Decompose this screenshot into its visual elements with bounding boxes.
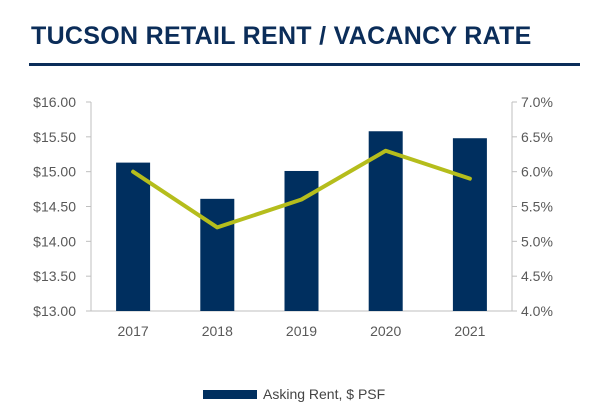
right-tick-label: 5.5%: [521, 199, 553, 215]
right-tick-label: 5.0%: [521, 233, 553, 249]
bar: [116, 162, 151, 311]
x-tick-label: 2020: [370, 323, 401, 339]
bar-series: [116, 131, 487, 311]
x-tick-label: 2021: [454, 323, 485, 339]
line-series: [131, 148, 472, 230]
chart-title: TUCSON RETAIL RENT / VACANCY RATE: [31, 22, 532, 50]
title-underline: [29, 63, 580, 66]
left-tick-label: $15.50: [33, 129, 76, 145]
x-tick-label: 2017: [118, 323, 149, 339]
legend: Asking Rent, $ PSF: [203, 384, 385, 404]
legend-label: Asking Rent, $ PSF: [263, 386, 386, 402]
right-axis-ticks: 4.0% 4.5% 5.0% 5.5% 6.0% 6.5% 7.0%: [512, 94, 553, 319]
left-tick-label: $14.00: [33, 233, 76, 249]
left-axis-ticks: $13.00 $13.50 $14.00 $14.50 $15.00 $15.50 $16.…: [33, 94, 91, 319]
left-tick-label: $15.00: [33, 164, 76, 180]
right-tick-label: 6.5%: [521, 129, 553, 145]
left-tick-label: $13.00: [33, 303, 76, 319]
x-tick-label: 2018: [202, 323, 233, 339]
left-tick-label: $13.50: [33, 268, 76, 284]
bar: [200, 198, 235, 311]
left-tick-label: $14.50: [33, 199, 76, 215]
left-tick-label: $16.00: [33, 94, 76, 110]
bar: [368, 131, 403, 311]
right-tick-label: 6.0%: [521, 164, 553, 180]
right-tick-label: 7.0%: [521, 94, 553, 110]
x-axis-labels: 2017 2018 2019 2020 2021: [118, 323, 486, 339]
bar: [452, 138, 487, 311]
legend-swatch: [203, 389, 257, 399]
right-tick-label: 4.5%: [521, 268, 553, 284]
x-tick-label: 2019: [286, 323, 317, 339]
right-tick-label: 4.0%: [521, 303, 553, 319]
